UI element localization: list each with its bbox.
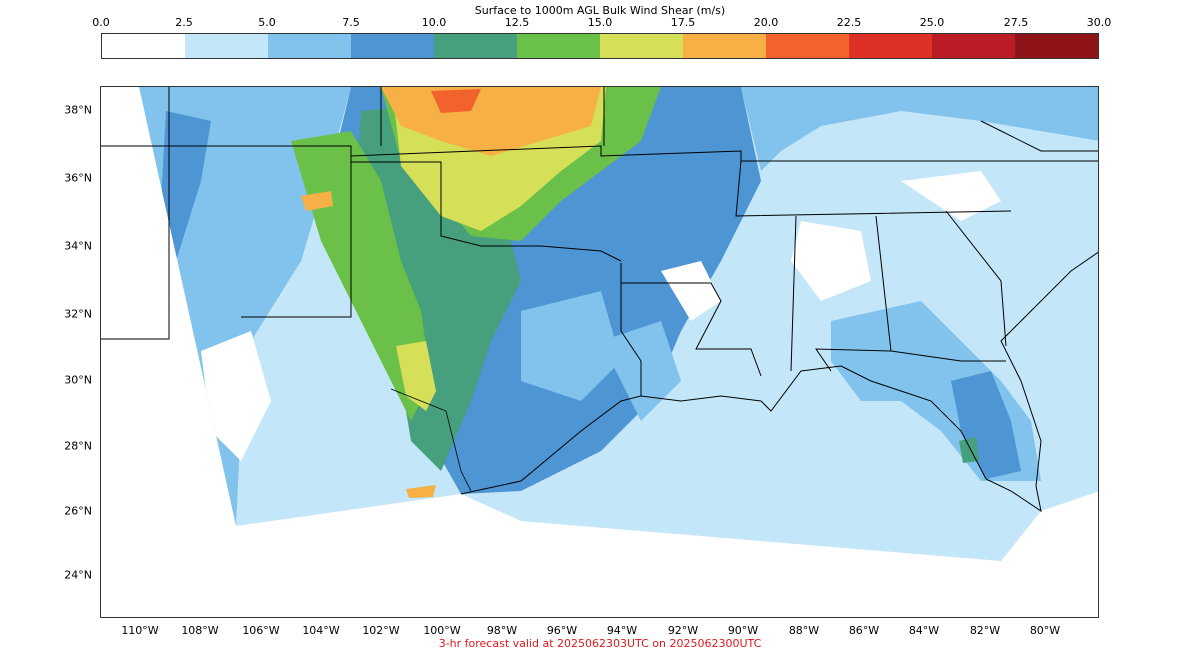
shear-fill-west-core bbox=[161, 111, 211, 261]
lat-label: 36°N bbox=[64, 171, 92, 185]
colorbar-swatch bbox=[351, 34, 434, 58]
colorbar-tick: 27.5 bbox=[1003, 16, 1029, 29]
colorbar-swatch bbox=[434, 34, 517, 58]
colorbar-tick: 20.0 bbox=[753, 16, 779, 29]
lon-label: 104°W bbox=[302, 624, 340, 637]
lon-label: 94°W bbox=[606, 624, 638, 637]
lon-label: 82°W bbox=[969, 624, 1001, 637]
lon-label: 88°W bbox=[788, 624, 820, 637]
colorbar-swatch bbox=[1015, 34, 1098, 58]
lat-label: 26°N bbox=[64, 504, 92, 518]
lat-label: 32°N bbox=[64, 307, 92, 321]
map-panel bbox=[100, 86, 1099, 618]
shear-fill-central-light bbox=[521, 291, 621, 401]
lat-label: 28°N bbox=[64, 439, 92, 453]
lon-label: 110°W bbox=[121, 624, 159, 637]
colorbar-swatch bbox=[517, 34, 600, 58]
colorbar bbox=[101, 33, 1099, 59]
shear-fill-white-ms bbox=[661, 261, 721, 321]
lat-label: 24°N bbox=[64, 568, 92, 582]
lon-label: 84°W bbox=[908, 624, 940, 637]
shear-field bbox=[139, 87, 1098, 561]
shear-fill-orange-patch bbox=[301, 191, 333, 211]
shear-fill-orange bbox=[381, 87, 601, 156]
lon-label: 96°W bbox=[546, 624, 578, 637]
shear-fill-florida-core bbox=[951, 371, 1021, 479]
lon-label: 108°W bbox=[181, 624, 219, 637]
colorbar-tick: 25.0 bbox=[919, 16, 945, 29]
colorbar-swatch bbox=[683, 34, 766, 58]
colorbar-swatch bbox=[268, 34, 351, 58]
colorbar-tick-labels: 0.0 2.5 5.0 7.5 10.0 12.5 15.0 17.5 20.0… bbox=[0, 0, 1200, 32]
colorbar-tick: 22.5 bbox=[836, 16, 862, 29]
lon-label: 92°W bbox=[667, 624, 699, 637]
colorbar-tick: 10.0 bbox=[421, 16, 447, 29]
colorbar-title: Surface to 1000m AGL Bulk Wind Shear (m/… bbox=[474, 4, 726, 17]
rio-grande-border bbox=[390, 388, 472, 492]
colorbar-swatch bbox=[766, 34, 849, 58]
shear-fill-white-tn bbox=[901, 171, 1001, 221]
lon-label: 90°W bbox=[727, 624, 759, 637]
shear-fill-northeast bbox=[741, 87, 1098, 171]
lon-label: 100°W bbox=[423, 624, 461, 637]
state-borders bbox=[101, 87, 1098, 396]
colorbar-swatch bbox=[600, 34, 683, 58]
lon-label: 98°W bbox=[486, 624, 518, 637]
shear-fill-orange-south bbox=[406, 485, 436, 498]
colorbar-tick: 15.0 bbox=[587, 16, 613, 29]
colorbar-tick: 7.5 bbox=[342, 16, 360, 29]
colorbar-tick: 5.0 bbox=[258, 16, 276, 29]
colorbar-tick: 12.5 bbox=[504, 16, 530, 29]
shear-fill-white-patch bbox=[201, 331, 271, 461]
colorbar-tick: 30.0 bbox=[1086, 16, 1112, 29]
lat-label: 30°N bbox=[64, 373, 92, 387]
lat-label: 38°N bbox=[64, 103, 92, 117]
colorbar-swatch bbox=[185, 34, 268, 58]
shear-fill-yellow-south bbox=[396, 341, 436, 411]
forecast-valid-caption: 3-hr forecast valid at 2025062303UTC on … bbox=[438, 637, 762, 650]
shear-fill-white-al bbox=[791, 221, 871, 301]
lon-label: 102°W bbox=[362, 624, 400, 637]
colorbar-swatch bbox=[102, 34, 185, 58]
wind-shear-map bbox=[101, 87, 1098, 561]
colorbar-tick: 2.5 bbox=[175, 16, 193, 29]
colorbar-tick: 0.0 bbox=[92, 16, 110, 29]
lon-label: 106°W bbox=[242, 624, 280, 637]
colorbar-tick: 17.5 bbox=[670, 16, 696, 29]
lon-label: 86°W bbox=[848, 624, 880, 637]
colorbar-swatch bbox=[932, 34, 1015, 58]
colorbar-swatch bbox=[849, 34, 932, 58]
lon-label: 80°W bbox=[1029, 624, 1061, 637]
shear-fill-red bbox=[431, 89, 481, 113]
lat-label: 34°N bbox=[64, 239, 92, 253]
